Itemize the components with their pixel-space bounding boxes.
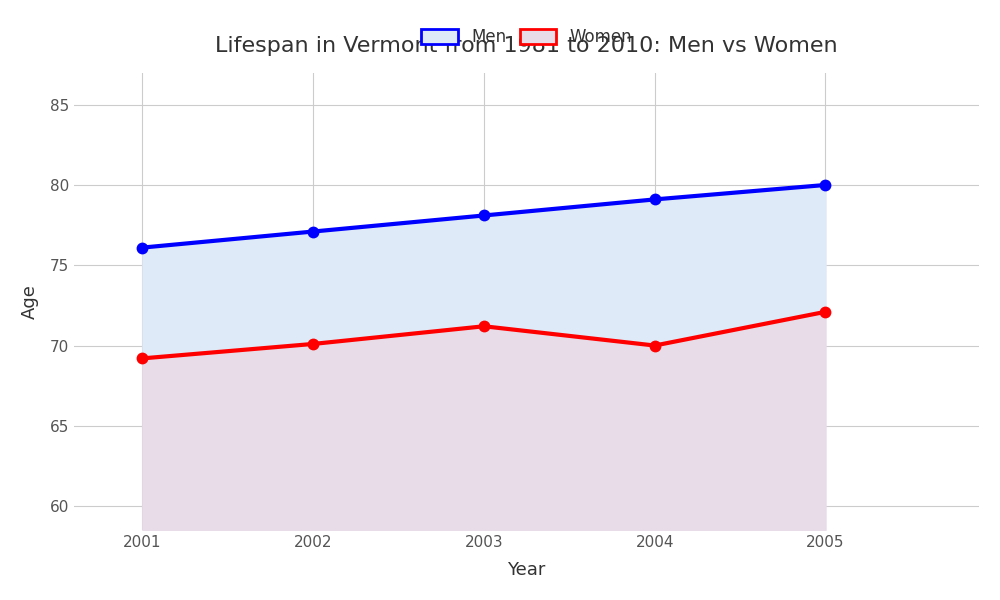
Legend: Men, Women: Men, Women (414, 22, 639, 53)
X-axis label: Year: Year (507, 561, 546, 579)
Y-axis label: Age: Age (21, 284, 39, 319)
Title: Lifespan in Vermont from 1981 to 2010: Men vs Women: Lifespan in Vermont from 1981 to 2010: M… (215, 36, 838, 56)
